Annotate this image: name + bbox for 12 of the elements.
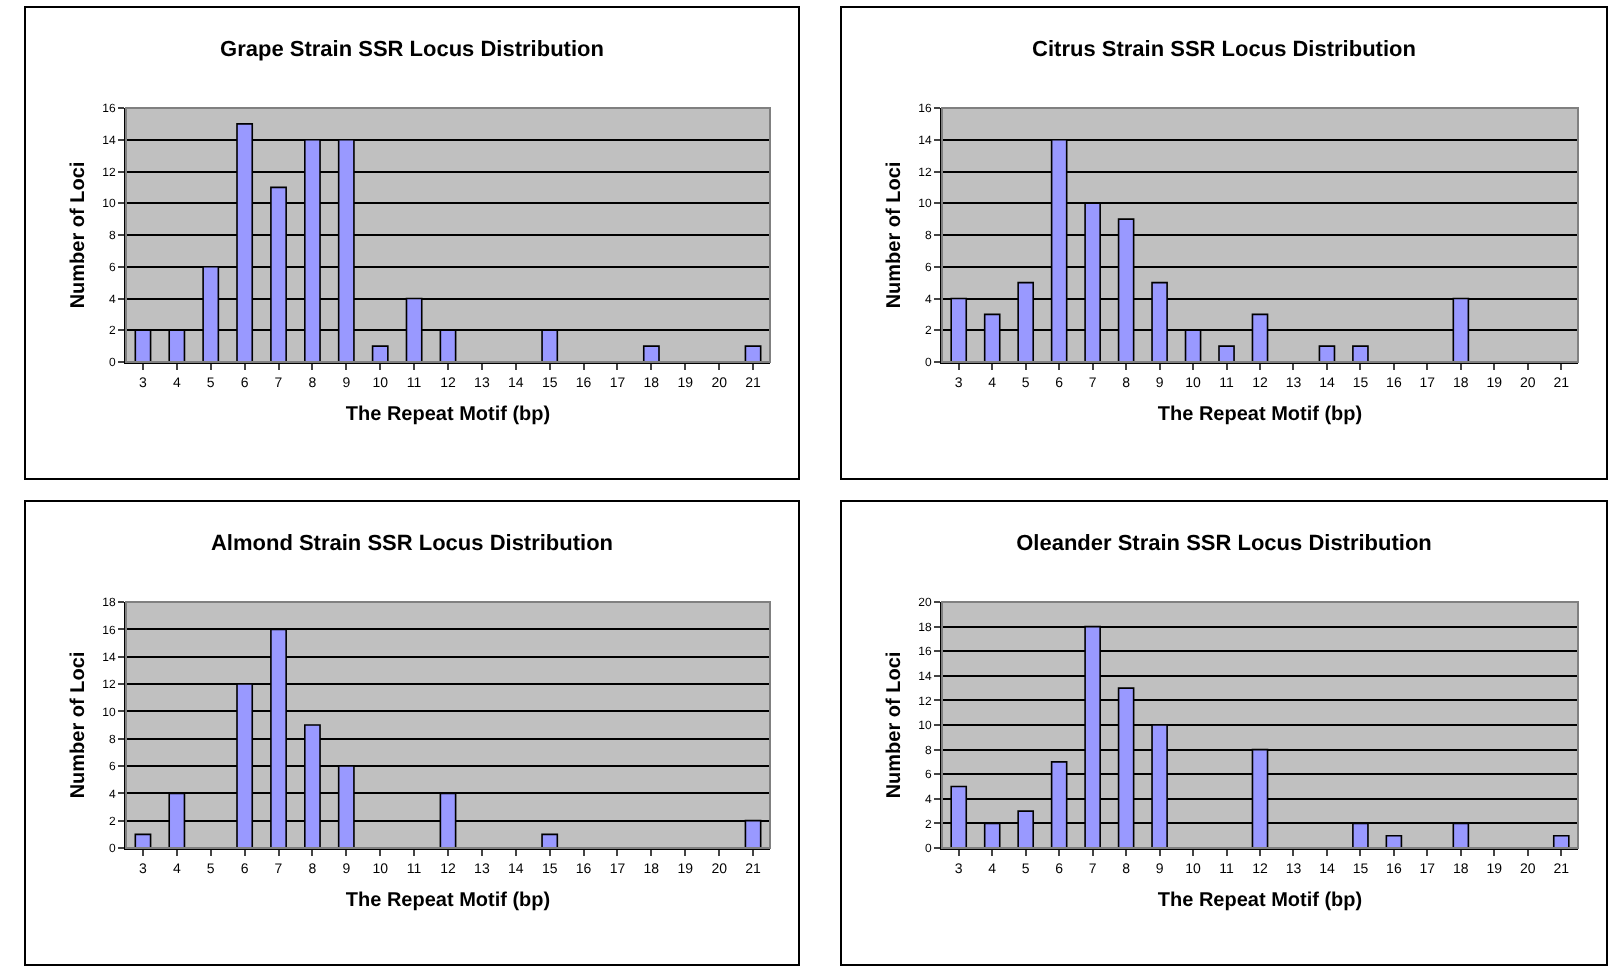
chart-title: Oleander Strain SSR Locus Distribution [1016, 531, 1433, 556]
chart-title: Citrus Strain SSR Locus Distribution [1032, 38, 1417, 63]
y-axis-title: Number of Loci [68, 651, 91, 799]
chart-title: Almond Strain SSR Locus Distribution [210, 531, 614, 556]
y-axis-title: Number of Loci [884, 161, 907, 309]
x-axis-title: The Repeat Motif (bp) [1157, 403, 1363, 426]
y-axis-title: Number of Loci [884, 651, 907, 799]
x-axis-title: The Repeat Motif (bp) [345, 889, 551, 912]
x-axis-title: The Repeat Motif (bp) [345, 403, 551, 426]
x-axis-title: The Repeat Motif (bp) [1157, 889, 1363, 912]
chart-title: Grape Strain SSR Locus Distribution [220, 38, 605, 63]
y-axis-title: Number of Loci [68, 161, 91, 309]
